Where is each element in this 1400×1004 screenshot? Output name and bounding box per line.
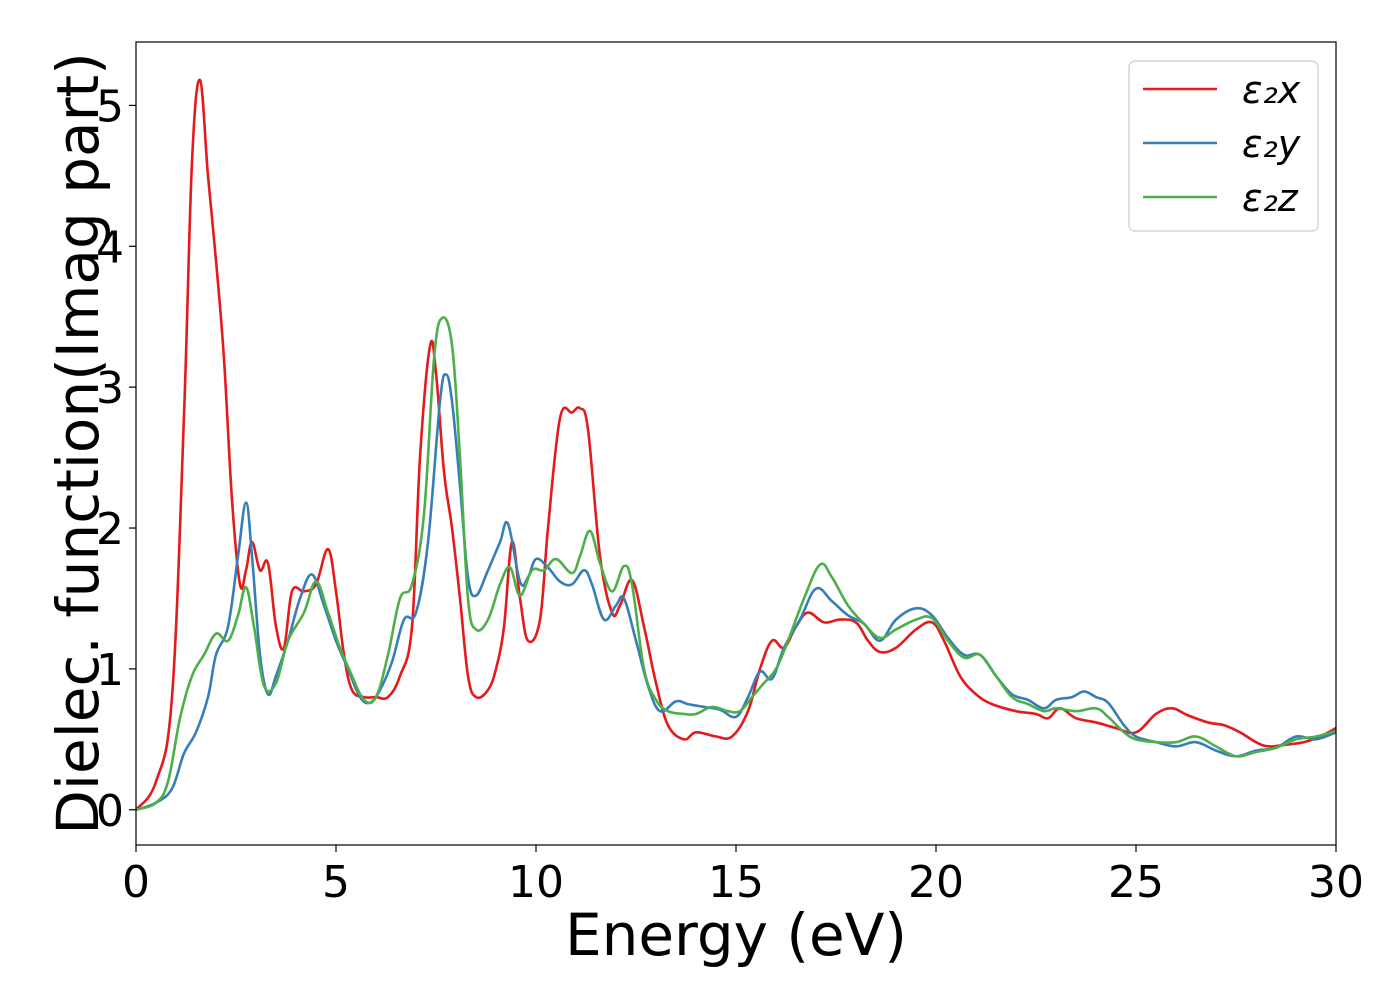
x-tick-label: 5 <box>322 857 350 908</box>
y-tick-label: 4 <box>96 222 124 273</box>
series-layer <box>136 78 1336 812</box>
legend: ε₂x ε₂y ε₂z <box>1128 60 1319 232</box>
y-axis: 0 1 2 3 4 5 <box>96 81 136 837</box>
y-tick-label: 3 <box>96 363 124 414</box>
y-axis-label: Dielec. function(Imag part) <box>44 52 112 835</box>
series-line-2 <box>136 373 1336 812</box>
series-line-1 <box>136 78 1336 811</box>
y-tick-label: 0 <box>96 786 124 837</box>
x-tick-label: 30 <box>1308 857 1364 908</box>
y-tick-label: 1 <box>96 645 124 696</box>
legend-box <box>1128 60 1319 232</box>
x-tick-label: 10 <box>508 857 564 908</box>
x-tick-label: 20 <box>908 857 964 908</box>
legend-label: ε₂z <box>1242 176 1299 220</box>
x-tick-label: 25 <box>1108 857 1164 908</box>
legend-label: ε₂y <box>1242 122 1301 166</box>
x-tick-label: 0 <box>122 857 150 908</box>
legend-label: ε₂x <box>1242 68 1301 112</box>
series-line-3 <box>136 316 1336 812</box>
y-tick-label: 5 <box>96 81 124 132</box>
x-axis-label: Energy (eV) <box>565 901 907 969</box>
x-axis: 0 5 10 15 20 25 30 <box>122 845 1364 908</box>
x-tick-label: 15 <box>708 857 764 908</box>
y-tick-label: 2 <box>96 504 124 555</box>
